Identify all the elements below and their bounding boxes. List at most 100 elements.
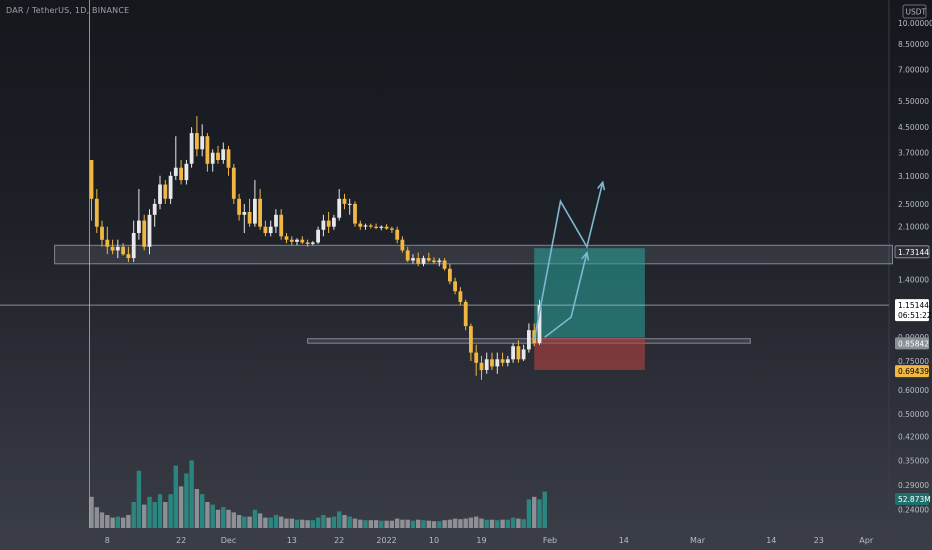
- volume-bar-54: [373, 520, 379, 528]
- candle-body-44: [321, 220, 326, 230]
- volume-bar-72: [468, 517, 474, 528]
- volume-bar-84: [532, 496, 537, 528]
- volume-bar-50: [352, 518, 358, 528]
- candle-44: [321, 214, 326, 237]
- price-tag-label-0: 1.73144: [898, 248, 929, 257]
- candle-65: [432, 257, 436, 264]
- candle-body-24: [216, 152, 220, 160]
- candle-43: [316, 226, 320, 244]
- candle-54: [374, 223, 378, 230]
- volume-bar-77: [495, 520, 500, 528]
- candle-body-7: [126, 254, 131, 259]
- candle-body-10: [142, 220, 147, 247]
- volume-bar-57: [389, 520, 395, 528]
- y-tick-label-14: 0.42000: [898, 433, 929, 442]
- volume-bar-9: [136, 470, 142, 528]
- volume-bar-52: [363, 520, 368, 528]
- x-tick-label-7: 19: [476, 536, 486, 545]
- candle-body-66: [437, 260, 442, 263]
- position-profit-zone: [534, 248, 645, 338]
- candle-2: [100, 220, 104, 247]
- volume-bar-51: [358, 519, 363, 528]
- volume-bar-63: [421, 520, 426, 528]
- candle-body-58: [395, 229, 400, 240]
- candle-body-79: [505, 359, 510, 363]
- candle-21: [200, 124, 205, 157]
- candle-body-20: [195, 133, 199, 150]
- y-tick-label-7: 2.50000: [898, 200, 929, 209]
- candle-body-36: [279, 214, 284, 237]
- candle-52: [363, 223, 368, 230]
- candle-body-9: [137, 220, 141, 233]
- candle-45: [326, 212, 331, 233]
- candle-body-49: [347, 203, 352, 205]
- x-tick-label-5: 2022: [376, 536, 396, 545]
- candle-26: [226, 145, 231, 176]
- y-tick-label-11: 0.75000: [898, 357, 929, 366]
- candle-body-33: [263, 226, 268, 234]
- candle-62: [416, 252, 421, 267]
- volume-bar-76: [489, 519, 495, 528]
- candle-22: [205, 133, 210, 172]
- candle-6: [121, 243, 125, 256]
- candle-body-30: [247, 212, 252, 224]
- candle-body-5: [115, 246, 120, 251]
- candle-body-72: [469, 326, 473, 353]
- candle-74: [479, 355, 484, 380]
- volume-bar-39: [294, 519, 300, 528]
- candle-body-11: [147, 214, 152, 247]
- volume-bar-43: [315, 517, 321, 528]
- candle-72: [469, 323, 473, 361]
- candle-63: [421, 255, 426, 267]
- candle-body-41: [305, 242, 310, 244]
- candle-46: [332, 214, 336, 230]
- volume-bar-44: [321, 515, 326, 528]
- volume-bar-85: [537, 499, 542, 528]
- candle-20: [195, 116, 199, 157]
- price-tag-box-0: [894, 245, 930, 259]
- candle-34: [268, 220, 273, 237]
- y-tick-label-4: 4.50000: [898, 123, 929, 132]
- candle-58: [395, 226, 400, 244]
- candle-body-78: [500, 359, 505, 363]
- volume-bar-13: [157, 494, 163, 528]
- volume-bar-22: [205, 502, 210, 528]
- volume-bar-7: [126, 515, 131, 528]
- volume-bar-48: [342, 515, 347, 528]
- candle-body-1: [94, 198, 99, 227]
- candle-57: [390, 226, 394, 233]
- volume-bar-34: [268, 517, 273, 528]
- currency-badge-text: USDT: [906, 8, 927, 17]
- volume-bar-42: [310, 520, 315, 528]
- price-tag-0: 1.73144: [894, 245, 930, 259]
- candle-body-54: [374, 226, 378, 228]
- candle-25: [221, 142, 226, 164]
- candle-41: [305, 239, 310, 247]
- candle-38: [289, 236, 294, 246]
- volume-bar-0: [89, 496, 94, 528]
- price-tag-label-1: 1.15144: [898, 301, 929, 310]
- volume-bar-86: [542, 491, 547, 528]
- candle-49: [347, 198, 352, 215]
- x-tick-label-6: 10: [429, 536, 439, 545]
- volume-bar-79: [505, 519, 510, 528]
- volume-bar-56: [384, 520, 389, 528]
- price-tag-label-2: 0.85842: [898, 339, 929, 348]
- candle-body-31: [253, 198, 257, 224]
- y-tick-label-8: 2.10000: [898, 223, 929, 232]
- x-tick-label-4: 22: [334, 536, 344, 545]
- candle-29: [242, 203, 247, 233]
- candle-body-73: [474, 352, 479, 363]
- volume-bar-12: [152, 502, 157, 528]
- candle-75: [484, 352, 489, 374]
- volume-bar-35: [273, 515, 279, 528]
- x-tick-label-10: Mar: [690, 536, 706, 545]
- candle-36: [279, 209, 284, 240]
- volume-bar-29: [242, 516, 247, 528]
- candle-body-4: [110, 246, 115, 251]
- volume-bar-68: [447, 519, 453, 528]
- volume-bar-71: [463, 518, 468, 528]
